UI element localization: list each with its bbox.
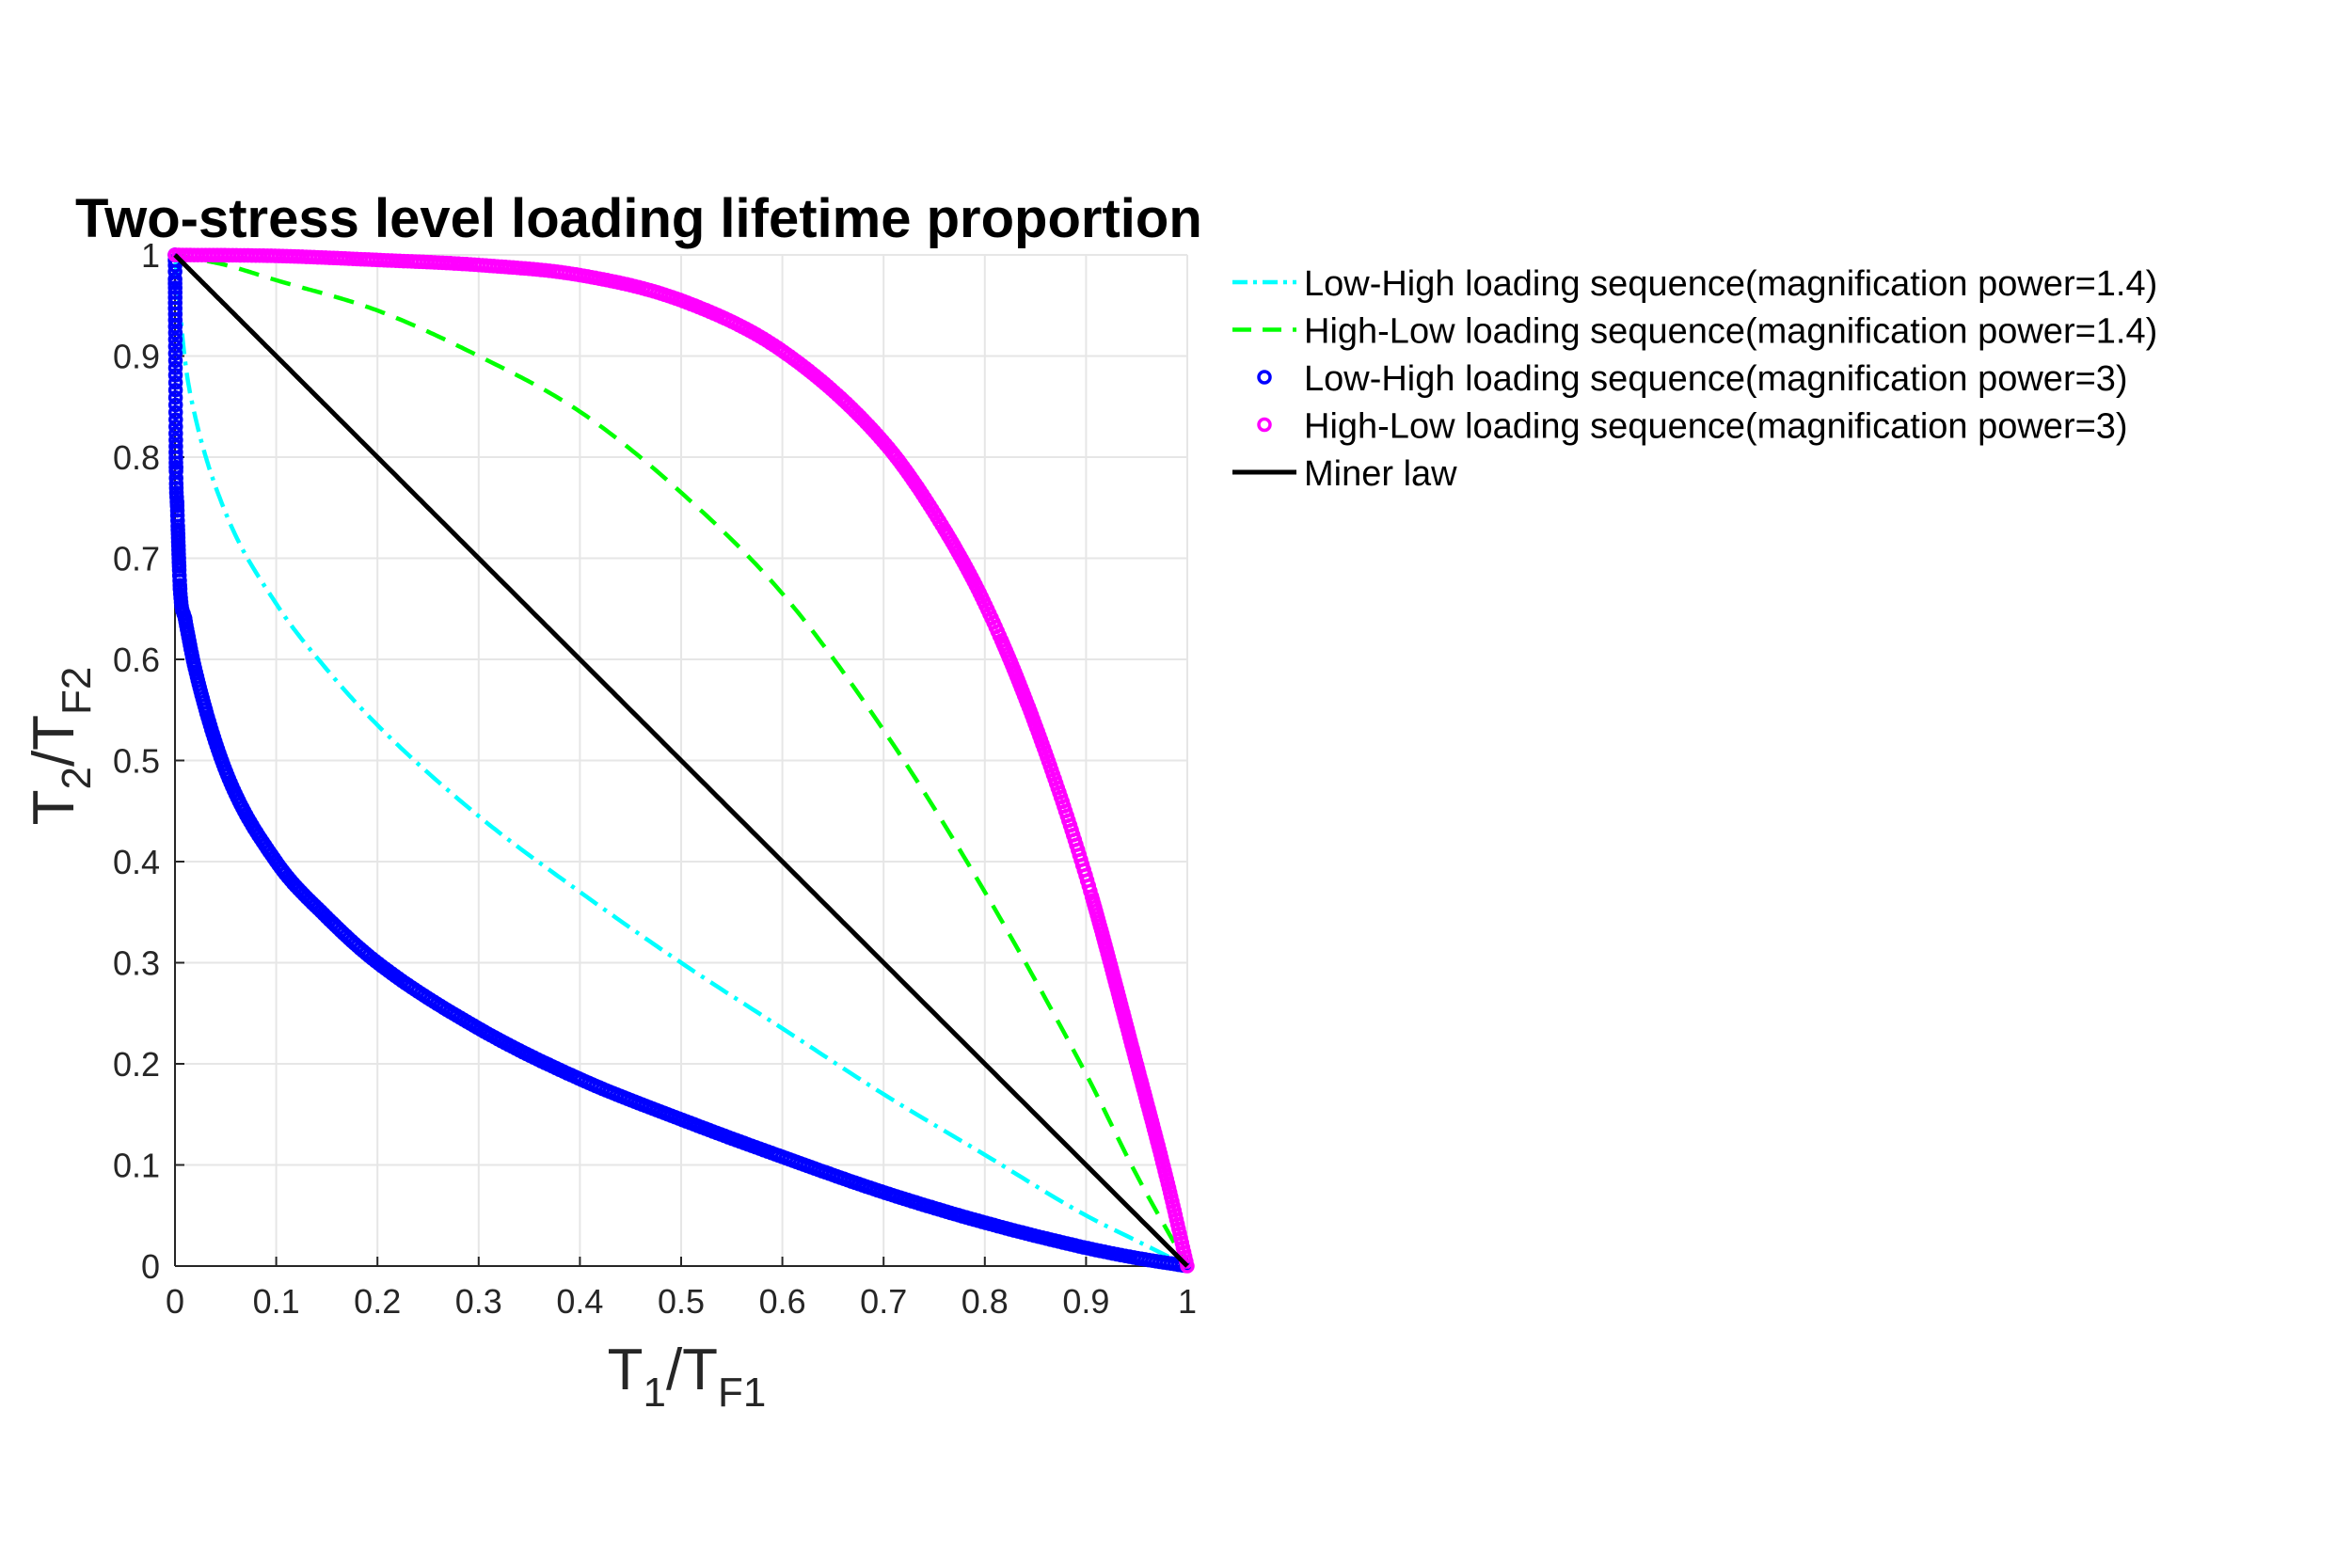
marker-point <box>167 325 183 341</box>
marker-point <box>167 382 183 398</box>
y-label-base: T <box>22 790 87 826</box>
y-tick-label: 0.6 <box>113 641 160 679</box>
y-tick-label: 0.9 <box>113 338 160 376</box>
x-tick-label: 1 <box>1178 1282 1197 1321</box>
marker-point <box>168 450 183 466</box>
x-label-sep: /T <box>666 1338 718 1402</box>
y-tick-label: 0.4 <box>113 843 160 881</box>
y-tick-label: 0.5 <box>113 742 160 781</box>
series-3 <box>167 247 1194 1274</box>
legend-item: High-Low loading sequence(magnification … <box>1257 407 2128 447</box>
legend-label: Low-High loading sequence(magnification … <box>1304 359 2128 399</box>
series-line <box>172 254 1189 1269</box>
legend-item: Miner law <box>1232 454 1457 494</box>
marker-point <box>168 412 183 427</box>
marker-point <box>178 611 193 626</box>
x-label-base: T <box>608 1338 644 1402</box>
tick-labels: 0 0.1 0.2 0.3 0.4 0.5 0.6 0.7 0.8 0.9 1 0 0.1 0.2 0.3 0… <box>113 236 1197 1321</box>
marker-point <box>167 319 183 334</box>
y-tick-label: 1 <box>141 236 160 275</box>
marker-point <box>169 495 184 511</box>
x-tick-label: 0.1 <box>253 1282 300 1321</box>
marker-point <box>167 339 183 355</box>
chart-title: Two-stress level loading lifetime propor… <box>75 188 1202 249</box>
y-tick-label: 0.1 <box>113 1147 160 1185</box>
marker-point <box>167 368 183 383</box>
series-5 <box>173 253 1189 1268</box>
x-tick-label: 0.8 <box>961 1282 1009 1321</box>
x-tick-label: 0.7 <box>860 1282 907 1321</box>
y-tick-label: 0.2 <box>113 1045 160 1084</box>
x-tick-label: 0 <box>166 1282 184 1321</box>
x-tick-label: 0.9 <box>1062 1282 1109 1321</box>
x-axis-label: T1/TF1 <box>608 1338 767 1416</box>
series-4 <box>167 247 1195 1274</box>
legend-label: High-Low loading sequence(magnification … <box>1304 312 2157 352</box>
x-tick-label: 0.2 <box>354 1282 401 1321</box>
marker-point <box>1180 1259 1195 1274</box>
x-tick-label: 0.6 <box>759 1282 806 1321</box>
marker-point <box>167 375 183 390</box>
y-tick-label: 0.7 <box>113 540 160 578</box>
legend-item: Low-High loading sequence(magnification … <box>1232 264 2157 304</box>
marker-point <box>167 332 183 347</box>
y-label-sub2: F2 <box>54 667 100 715</box>
x-tick-label: 0.4 <box>556 1282 603 1321</box>
x-tick-label: 0.5 <box>658 1282 705 1321</box>
marker-point <box>168 419 183 435</box>
legend-label: Low-High loading sequence(magnification … <box>1304 264 2157 304</box>
x-tick-label: 0.3 <box>455 1282 502 1321</box>
marker-point <box>167 389 183 405</box>
y-tick-label: 0.8 <box>113 438 160 477</box>
y-tick-label: 0 <box>141 1247 160 1286</box>
legend-item: High-Low loading sequence(magnification … <box>1232 312 2157 352</box>
series-1 <box>172 254 1189 1269</box>
x-label-sub2: F1 <box>718 1370 766 1416</box>
series-2 <box>173 252 1189 1268</box>
legend: Low-High loading sequence(magnification … <box>1232 264 2157 494</box>
marker-point <box>167 404 183 420</box>
marker-point <box>168 460 183 475</box>
legend-marker <box>1257 417 1272 433</box>
marker-point <box>170 513 185 529</box>
series-line <box>173 253 1189 1268</box>
y-label-sep: /T <box>22 715 87 767</box>
legend-marker <box>1257 370 1272 385</box>
y-tick-label: 0.3 <box>113 944 160 983</box>
legend-item: Low-High loading sequence(magnification … <box>1257 359 2128 399</box>
legend-label: High-Low loading sequence(magnification … <box>1304 407 2128 447</box>
marker-point <box>167 360 183 375</box>
marker-point <box>167 346 183 361</box>
marker-point <box>167 397 183 413</box>
series-layer <box>167 247 1195 1274</box>
series-line <box>173 252 1189 1268</box>
x-label-sub: 1 <box>643 1370 665 1416</box>
y-axis-label: T2/TF2 <box>22 667 100 826</box>
legend-label: Miner law <box>1304 454 1457 494</box>
y-label-sub: 2 <box>54 767 100 789</box>
marker-point <box>167 353 183 369</box>
marker-point <box>172 581 188 596</box>
marker-point <box>167 247 183 262</box>
